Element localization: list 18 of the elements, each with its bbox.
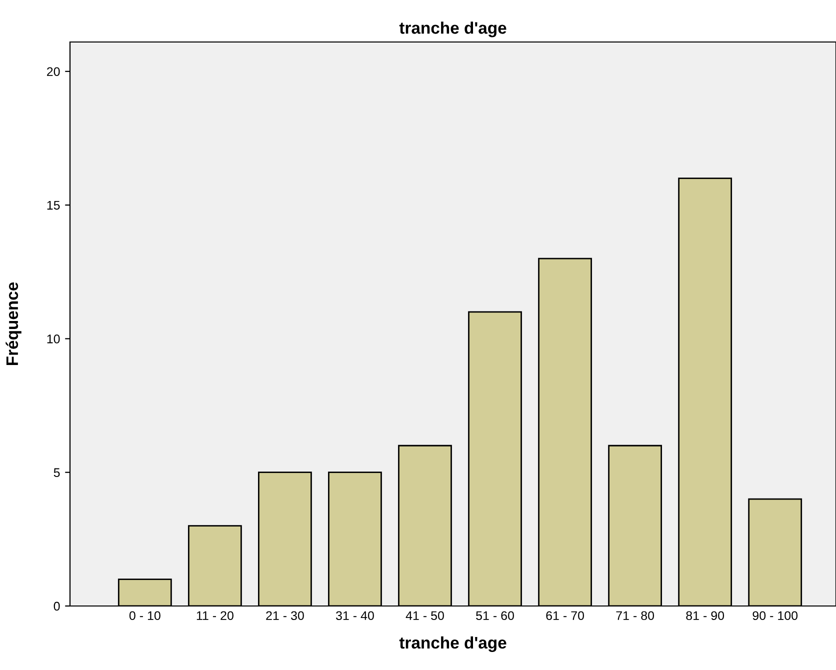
x-tick-label: 41 - 50 [406, 611, 444, 620]
x-tick-label: 81 - 90 [686, 611, 724, 620]
y-tick-label: 5 [54, 468, 60, 478]
x-tick-label: 90 - 100 [752, 611, 798, 620]
y-tick-label: 20 [47, 67, 60, 76]
x-tick-label: 71 - 80 [616, 611, 654, 620]
x-axis-title: tranche d'age [399, 636, 506, 652]
y-tick-label: 0 [54, 602, 60, 611]
y-tick-label: 15 [47, 200, 60, 210]
x-tick-label: 31 - 40 [336, 611, 374, 620]
x-tick-label: 61 - 70 [546, 611, 584, 620]
y-axis-title: Fréquence [6, 282, 22, 366]
x-tick-label: 21 - 30 [266, 611, 304, 620]
x-tick-label: 51 - 60 [476, 611, 514, 620]
x-tick-label: 0 - 10 [129, 611, 160, 620]
x-tick-label: 11 - 20 [196, 611, 234, 620]
chart-title: tranche d'age [399, 22, 506, 38]
y-tick-label: 10 [47, 334, 60, 344]
